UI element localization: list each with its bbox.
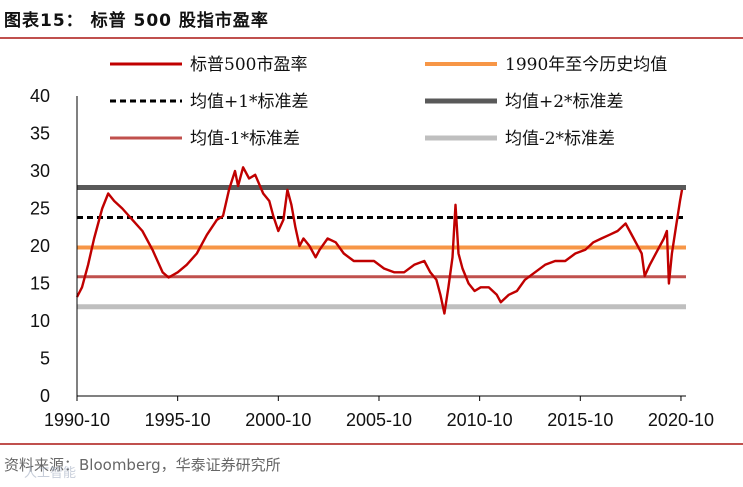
y-tick-label: 20 <box>30 236 50 256</box>
x-axis-ticks: 1990-10 1995-10 2000-10 2005-10 2010-10 2015-… <box>44 396 714 430</box>
legend-label-mean: 1990年至今历史均值 <box>505 55 667 75</box>
figure-title: 图表15： 标普 500 股指市盈率 <box>4 6 269 31</box>
reference-lines <box>77 185 686 310</box>
axes <box>76 96 686 397</box>
x-tick-label: 2000-10 <box>245 410 311 430</box>
legend-label-plus1: 均值+1*标准差 <box>190 92 309 112</box>
y-tick-label: 30 <box>30 161 50 181</box>
y-tick-label: 35 <box>30 124 50 144</box>
source-note: 资料来源：Bloomberg，华泰证券研究所 <box>4 456 281 474</box>
figure-title-text: 标普 500 股指市盈率 <box>90 11 269 31</box>
x-tick-label: 1995-10 <box>145 410 211 430</box>
legend-label-minus1: 均值-1*标准差 <box>190 129 300 149</box>
y-tick-label: 0 <box>40 386 50 406</box>
watermark: 人工智能 <box>24 466 77 481</box>
x-tick-label: 1990-10 <box>44 410 110 430</box>
series-line-pe <box>75 166 684 315</box>
x-tick-label: 2015-10 <box>547 410 613 430</box>
x-tick-label: 2005-10 <box>346 410 412 430</box>
legend-label-plus2: 均值+2*标准差 <box>505 92 624 112</box>
series-layer <box>75 166 684 315</box>
source-rule <box>0 443 743 445</box>
y-tick-label: 5 <box>40 349 50 369</box>
y-axis-ticks: 0 5 10 15 20 25 30 35 40 <box>30 86 50 406</box>
y-tick-label: 10 <box>30 311 50 331</box>
y-tick-label: 40 <box>30 86 50 106</box>
legend-label-pe: 标普500市盈率 <box>190 55 307 75</box>
legend-label-minus2: 均值-2*标准差 <box>505 129 615 149</box>
y-tick-label: 25 <box>30 199 50 219</box>
title-rule <box>0 37 743 39</box>
figure-label: 图表15： <box>4 11 84 31</box>
x-tick-label: 2010-10 <box>447 410 513 430</box>
y-tick-label: 15 <box>30 274 50 294</box>
x-tick-label: 2020-10 <box>648 410 714 430</box>
